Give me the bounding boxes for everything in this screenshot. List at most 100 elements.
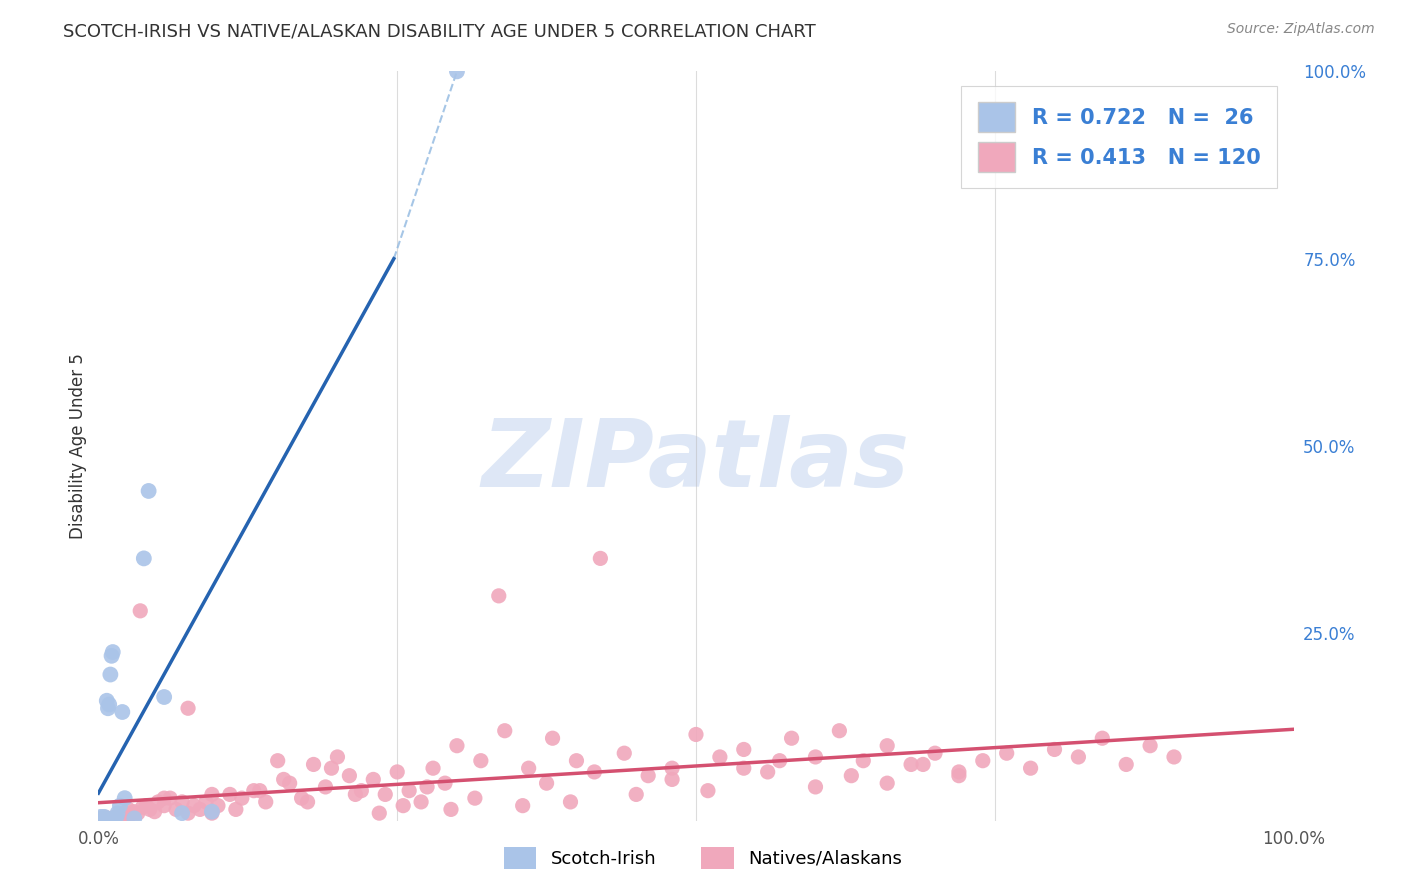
Point bbox=[488, 589, 510, 603]
Point bbox=[135, 798, 157, 813]
Point bbox=[94, 811, 117, 825]
Point bbox=[661, 761, 683, 775]
Point bbox=[434, 776, 457, 790]
Text: ZIPatlas: ZIPatlas bbox=[482, 415, 910, 507]
Y-axis label: Disability Age Under 5: Disability Age Under 5 bbox=[69, 353, 87, 539]
Point bbox=[350, 783, 373, 797]
Point bbox=[637, 769, 659, 783]
Point bbox=[93, 812, 115, 826]
Point bbox=[103, 811, 125, 825]
Point bbox=[267, 754, 290, 768]
Point bbox=[768, 754, 790, 768]
Point bbox=[948, 764, 970, 779]
Point bbox=[733, 742, 755, 756]
Point bbox=[297, 795, 319, 809]
Point bbox=[105, 810, 128, 824]
Point bbox=[91, 812, 114, 826]
Point bbox=[1139, 739, 1161, 753]
Point bbox=[697, 783, 720, 797]
Legend: Scotch-Irish, Natives/Alaskans: Scotch-Irish, Natives/Alaskans bbox=[496, 839, 910, 876]
Point bbox=[541, 731, 564, 746]
Point bbox=[512, 798, 534, 813]
Point bbox=[392, 798, 415, 813]
Point bbox=[107, 813, 129, 827]
Point bbox=[90, 813, 112, 827]
Point bbox=[661, 772, 683, 787]
Point bbox=[93, 812, 115, 826]
Point bbox=[841, 769, 863, 783]
Point bbox=[385, 764, 409, 779]
Point bbox=[97, 701, 120, 715]
Point bbox=[494, 723, 516, 738]
Point bbox=[1163, 750, 1185, 764]
Point bbox=[924, 746, 946, 760]
Point bbox=[98, 812, 121, 826]
Point bbox=[440, 802, 463, 816]
Text: Source: ZipAtlas.com: Source: ZipAtlas.com bbox=[1227, 22, 1375, 37]
Point bbox=[103, 811, 125, 825]
Point bbox=[108, 811, 131, 825]
Point bbox=[852, 754, 875, 768]
Point bbox=[138, 483, 160, 498]
Point bbox=[911, 757, 934, 772]
Point bbox=[129, 604, 152, 618]
Point bbox=[948, 769, 970, 783]
Point bbox=[104, 812, 127, 826]
Point bbox=[96, 813, 118, 827]
Point bbox=[91, 813, 114, 827]
Point bbox=[560, 795, 582, 809]
Point bbox=[398, 783, 420, 797]
Point bbox=[139, 802, 162, 816]
Point bbox=[1115, 757, 1137, 772]
Point bbox=[127, 806, 149, 821]
Point bbox=[254, 795, 277, 809]
Point bbox=[96, 694, 118, 708]
Point bbox=[94, 811, 117, 825]
Point bbox=[464, 791, 486, 805]
Point bbox=[124, 811, 146, 825]
Point bbox=[685, 727, 707, 741]
Point bbox=[153, 690, 176, 704]
Point bbox=[278, 776, 301, 790]
Point bbox=[273, 772, 295, 787]
Point bbox=[107, 806, 129, 821]
Legend: R = 0.722   N =  26, R = 0.413   N = 120: R = 0.722 N = 26, R = 0.413 N = 120 bbox=[960, 86, 1277, 188]
Point bbox=[416, 780, 439, 794]
Point bbox=[804, 780, 827, 794]
Point bbox=[100, 648, 122, 663]
Point bbox=[972, 754, 994, 768]
Point bbox=[114, 806, 136, 821]
Point bbox=[89, 812, 111, 826]
Point bbox=[583, 764, 606, 779]
Point bbox=[339, 769, 361, 783]
Point bbox=[131, 800, 153, 814]
Point bbox=[219, 788, 242, 802]
Point bbox=[756, 764, 779, 779]
Point bbox=[613, 746, 636, 760]
Point bbox=[207, 798, 229, 813]
Point bbox=[91, 813, 114, 827]
Point bbox=[589, 551, 612, 566]
Point bbox=[780, 731, 803, 746]
Point bbox=[101, 812, 124, 826]
Point bbox=[374, 788, 396, 802]
Point bbox=[188, 802, 211, 816]
Point bbox=[733, 761, 755, 775]
Point bbox=[101, 645, 124, 659]
Point bbox=[1019, 761, 1042, 775]
Point bbox=[111, 809, 134, 823]
Point bbox=[201, 805, 224, 819]
Point bbox=[470, 754, 492, 768]
Point bbox=[172, 806, 194, 821]
Point bbox=[249, 783, 271, 797]
Point bbox=[517, 761, 540, 775]
Point bbox=[132, 551, 155, 566]
Point bbox=[411, 795, 433, 809]
Point bbox=[124, 805, 146, 819]
Point bbox=[91, 813, 114, 827]
Point bbox=[225, 802, 247, 816]
Point bbox=[1043, 742, 1066, 756]
Point bbox=[321, 761, 343, 775]
Point bbox=[153, 798, 176, 813]
Point bbox=[97, 811, 120, 825]
